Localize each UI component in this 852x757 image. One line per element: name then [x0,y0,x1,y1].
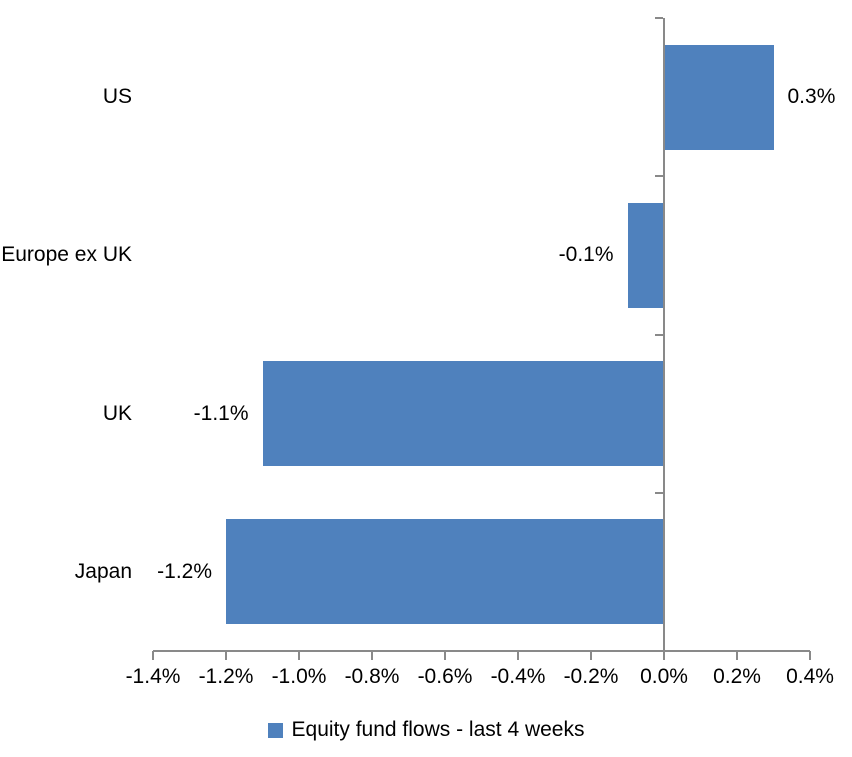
category-label-europe-ex-uk: Europe ex UK [1,243,132,267]
x-axis-tick-label: -1.2% [198,665,254,688]
value-label-uk: -1.1% [193,401,249,425]
legend: Equity fund flows - last 4 weeks [0,718,852,742]
y-axis-tick [655,175,663,178]
x-axis-tick [590,651,592,660]
x-axis-tick [225,651,227,660]
x-axis-tick [371,651,373,660]
legend-label: Equity fund flows - last 4 weeks [291,718,585,741]
x-axis-tick-label: 0.4% [786,665,834,688]
y-axis-tick [655,333,663,336]
x-axis-tick [298,651,300,660]
category-label-us: US [102,85,132,109]
x-axis-tick [809,651,811,660]
x-axis-tick [736,651,738,660]
x-axis-tick [152,651,154,660]
x-axis-tick-label: 0.2% [713,665,761,688]
value-label-us: 0.3% [787,85,836,109]
bar-uk [262,361,664,467]
x-axis-tick-label: -0.2% [563,665,619,688]
x-axis-tick-label: -1.0% [271,665,327,688]
x-axis-tick [444,651,446,660]
x-axis-line [153,650,810,652]
category-label-uk: UK [102,401,132,425]
value-label-japan: -1.2% [157,559,212,583]
bar-japan [226,519,664,625]
y-axis-tick [655,650,663,652]
x-axis-tick [663,651,665,660]
x-axis-tick-label: -0.4% [490,665,546,688]
value-label-europe-ex-uk: -0.1% [558,243,614,267]
category-label-japan: Japan [74,559,132,583]
x-axis-tick-label: -0.8% [344,665,400,688]
legend-swatch-icon [267,722,283,738]
x-axis-tick [517,651,519,660]
bar-us [664,44,774,150]
x-axis-tick-label: -1.4% [125,665,181,688]
x-axis-tick-label: 0.0% [640,665,688,688]
bar-europe-ex-uk [627,202,664,308]
x-axis-tick-label: -0.6% [417,665,473,688]
y-axis-tick [655,17,663,19]
zero-axis-line [663,18,665,651]
y-axis-tick [655,491,663,494]
